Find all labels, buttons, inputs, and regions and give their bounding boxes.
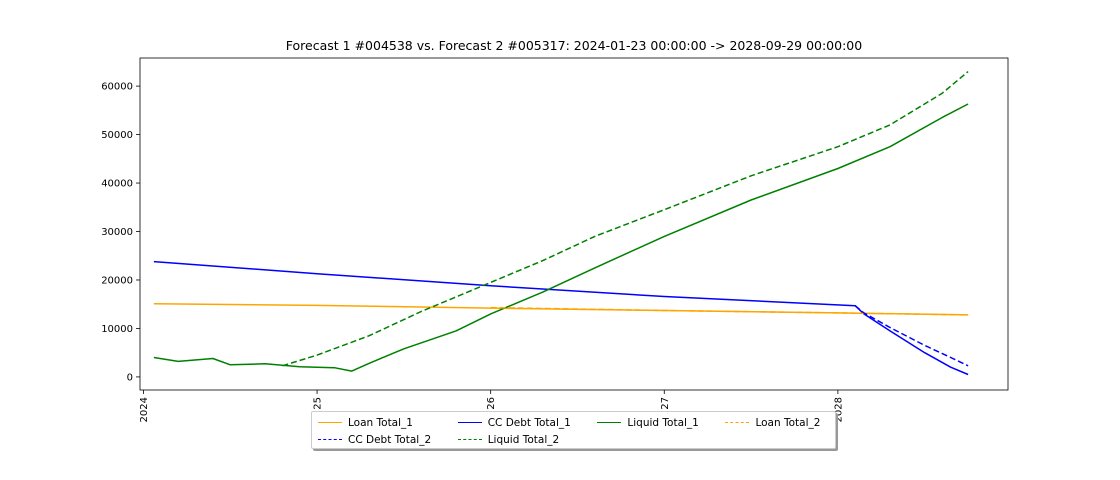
- y-tick-label: 60000: [101, 82, 133, 93]
- x-tick-label: 2028: [833, 397, 844, 422]
- y-tick-label: 0: [127, 372, 133, 383]
- legend-swatch: [457, 422, 482, 423]
- chart-title: Forecast 1 #004538 vs. Forecast 2 #00531…: [286, 38, 862, 53]
- legend-label: Liquid Total_2: [487, 433, 560, 446]
- series-line-3: [153, 103, 969, 372]
- legend-item: CC Debt Total_2: [318, 432, 440, 447]
- y-tick-label: 40000: [101, 179, 133, 190]
- series-line-5: [854, 305, 969, 367]
- legend-swatch: [318, 439, 342, 440]
- legend-item: Loan Total_1: [318, 415, 440, 430]
- legend-label: Liquid Total_1: [627, 416, 699, 429]
- legend-label: CC Debt Total_2: [348, 433, 432, 446]
- x-tick-label: 2024: [139, 397, 150, 422]
- y-tick-label: 30000: [101, 227, 133, 238]
- legend-swatch: [457, 439, 482, 440]
- legend-item: Liquid Total_2: [457, 432, 580, 447]
- x-tick-label: 25: [313, 397, 324, 410]
- legend-label: Loan Total_2: [755, 416, 821, 429]
- legend-item: Loan Total_2: [725, 415, 829, 430]
- series-line-2: [153, 260, 969, 376]
- legend-swatch: [597, 422, 622, 423]
- y-tick-label: 50000: [101, 130, 133, 141]
- legend-item: Liquid Total_1: [597, 415, 707, 430]
- legend-grid: Loan Total_1 CC Debt Total_1 Liquid Total_…: [312, 412, 835, 450]
- legend-label: CC Debt Total_1: [487, 416, 571, 429]
- legend-swatch: [318, 422, 342, 423]
- y-tick-label: 10000: [101, 324, 133, 335]
- y-tick-label: 20000: [101, 275, 133, 286]
- x-tick-label: 27: [660, 397, 671, 410]
- legend-item: CC Debt Total_1: [457, 415, 580, 430]
- legend: Loan Total_1 CC Debt Total_1 Liquid Total_…: [311, 411, 836, 449]
- series-line-4: [490, 306, 969, 316]
- legend-label: Loan Total_1: [348, 416, 413, 429]
- legend-swatch: [725, 422, 750, 423]
- axes-layer: 0 10000 20000 30000 40000 50000 60000 2024 25 26 2…: [101, 57, 1009, 422]
- series-line-6: [282, 71, 969, 367]
- series-layer: [153, 71, 969, 376]
- plot-frame: [139, 57, 1009, 391]
- x-tick-label: 26: [486, 397, 497, 410]
